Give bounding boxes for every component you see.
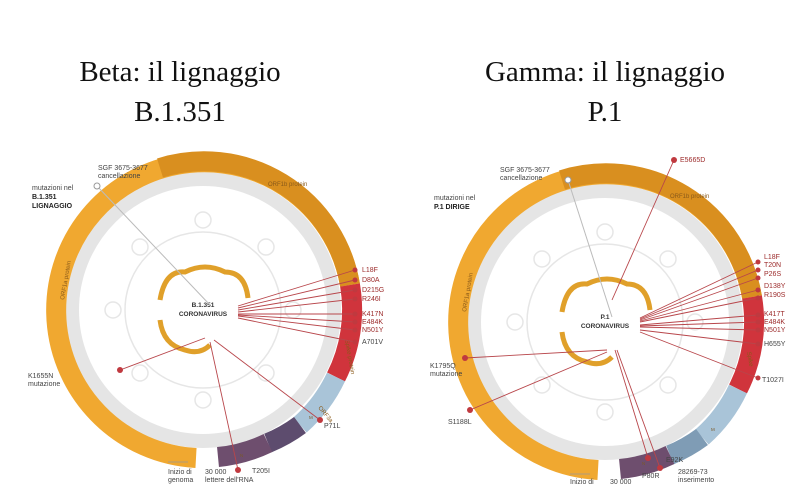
gamma-legend-2: P.1 DIRIGE [434, 204, 470, 211]
beta-title-line1: Beta: il lignaggio [79, 56, 281, 88]
beta-deletion-dot [93, 182, 101, 190]
gamma-n-ring [618, 445, 675, 479]
gamma-mut-t20n: T20N [764, 262, 781, 269]
gamma-e5665d-dot [671, 157, 677, 163]
gamma-rna-coil [559, 276, 653, 367]
beta-deletion-sub: cancellazione [98, 173, 141, 180]
gamma-gene-n: N [642, 461, 645, 466]
beta-deletion-line [96, 185, 211, 306]
beta-n-ring [216, 433, 273, 467]
beta-spike-label: Spike protein [343, 339, 355, 375]
gamma-mut-p80r: P80R [642, 473, 660, 480]
beta-legend-1: mutazioni nel [32, 185, 74, 192]
beta-spike-ring [326, 283, 363, 382]
gamma-inner-ring [467, 184, 743, 460]
beta-mut-n501y: N501Y [362, 327, 384, 334]
beta-center-sub: CORONAVIRUS [179, 311, 228, 318]
gamma-mut-l18f: L18F [764, 254, 780, 261]
beta-mut-t205i: T205I [252, 468, 270, 475]
gamma-diagram: P.1 CORONAVIRUS ORF1b protein ORF1a prot… [430, 157, 786, 486]
beta-start-2: genoma [168, 477, 193, 484]
beta-rna-coil [157, 264, 251, 355]
gamma-mut-s1188l: S1188L [448, 419, 472, 426]
gamma-e5665d-line [611, 159, 675, 301]
beta-start-1: Inizio di [168, 469, 192, 476]
beta-spike-lines [119, 269, 356, 471]
beta-mut-d215g: D215G [362, 287, 384, 294]
gamma-mut-h655y: H655Y [764, 341, 786, 348]
gamma-mut-d138y: D138Y [764, 283, 786, 290]
gamma-title-line1: Gamma: il lignaggio [484, 56, 725, 88]
gamma-mut-k1795q-word: mutazione [430, 371, 462, 378]
gamma-deletion-line [567, 179, 613, 318]
gamma-mut-k1795q: K1795Q [430, 363, 456, 370]
beta-legend-2: B.1.351 [32, 194, 57, 201]
beta-orf1b-ring [157, 151, 360, 287]
beta-mut-l18f: L18F [362, 267, 378, 274]
beta-mut-k417n: K417N [362, 311, 383, 318]
gamma-mut-k417t: K417T [764, 311, 785, 318]
gamma-letters: 30 000 [610, 479, 632, 486]
gamma-center-name: P.1 [601, 314, 610, 321]
gamma-insertion-2: inserimento [678, 477, 714, 484]
beta-mut-e484k: E484K [362, 319, 383, 326]
beta-mutation-dots [117, 267, 358, 473]
gamma-legend-1: mutazioni nel [434, 195, 476, 202]
gamma-deletion-title: SGF 3675-3677 [500, 167, 550, 174]
beta-deletion-title: SGF 3675-3677 [98, 165, 148, 172]
gamma-title-line2: P.1 [587, 96, 623, 128]
beta-title: Beta: il lignaggio B.1.351 [0, 52, 360, 132]
gamma-spike-ring [728, 295, 765, 394]
gamma-insertion-1: 28269-73 [678, 469, 708, 476]
beta-letters-2: lettere dell'RNA [205, 477, 254, 484]
gamma-spike-label: Spike [745, 351, 754, 367]
gamma-mut-e484k: E484K [764, 319, 785, 326]
beta-gene-m: M [309, 415, 313, 420]
gamma-mut-t1027i: T1027I [762, 377, 784, 384]
beta-title-line2: B.1.351 [134, 96, 226, 128]
gamma-mutation-dots [462, 259, 761, 471]
gamma-spike-lines [464, 261, 759, 469]
beta-diagram: B.1.351 CORONAVIRUS ORF1b protein ORF1a … [28, 151, 384, 484]
beta-legend-3: LIGNAGGIO [32, 203, 73, 210]
gamma-virus-outline [506, 223, 704, 421]
beta-mut-r246i: R246I [362, 296, 381, 303]
gamma-mut-n501y: N501Y [764, 327, 786, 334]
gamma-mut-e92k: E92K [666, 457, 683, 464]
gamma-m-ring [665, 428, 708, 465]
beta-center-name: B.1.351 [192, 302, 215, 309]
beta-letters-1: 30 000 [205, 469, 227, 476]
beta-mut-d80a: D80A [362, 277, 380, 284]
gamma-deletion-dot [564, 176, 572, 184]
gamma-center-disc [579, 296, 631, 348]
beta-m-ring [263, 416, 306, 453]
gamma-orf3a-ring [695, 384, 748, 445]
beta-inner-ring [65, 172, 341, 448]
gamma-orf1b-label: ORF1b protein [670, 194, 709, 200]
beta-mut-p71l: P71L [324, 423, 340, 430]
gamma-mut-r190s: R190S [764, 292, 786, 299]
beta-mut-a701v: A701V [362, 339, 383, 346]
beta-mut-k1655n: K1655N [28, 373, 53, 380]
beta-mut-k1655n-word: mutazione [28, 381, 60, 388]
beta-gene-n: N [240, 453, 243, 458]
gamma-mut-p26s: P26S [764, 271, 781, 278]
gamma-orf1b-ring [559, 163, 762, 299]
beta-orf1b-label: ORF1b protein [268, 182, 307, 188]
gamma-mut-e5665d: E5665D [680, 157, 705, 164]
gamma-deletion-sub: cancellazione [500, 175, 543, 182]
gamma-title: Gamma: il lignaggio P.1 [425, 52, 785, 132]
beta-orf3a-ring [293, 372, 346, 433]
gamma-start: Inizio di [570, 479, 594, 486]
gamma-center-sub: CORONAVIRUS [581, 323, 630, 330]
gamma-gene-m: M [711, 427, 715, 432]
beta-center-disc [177, 284, 229, 336]
